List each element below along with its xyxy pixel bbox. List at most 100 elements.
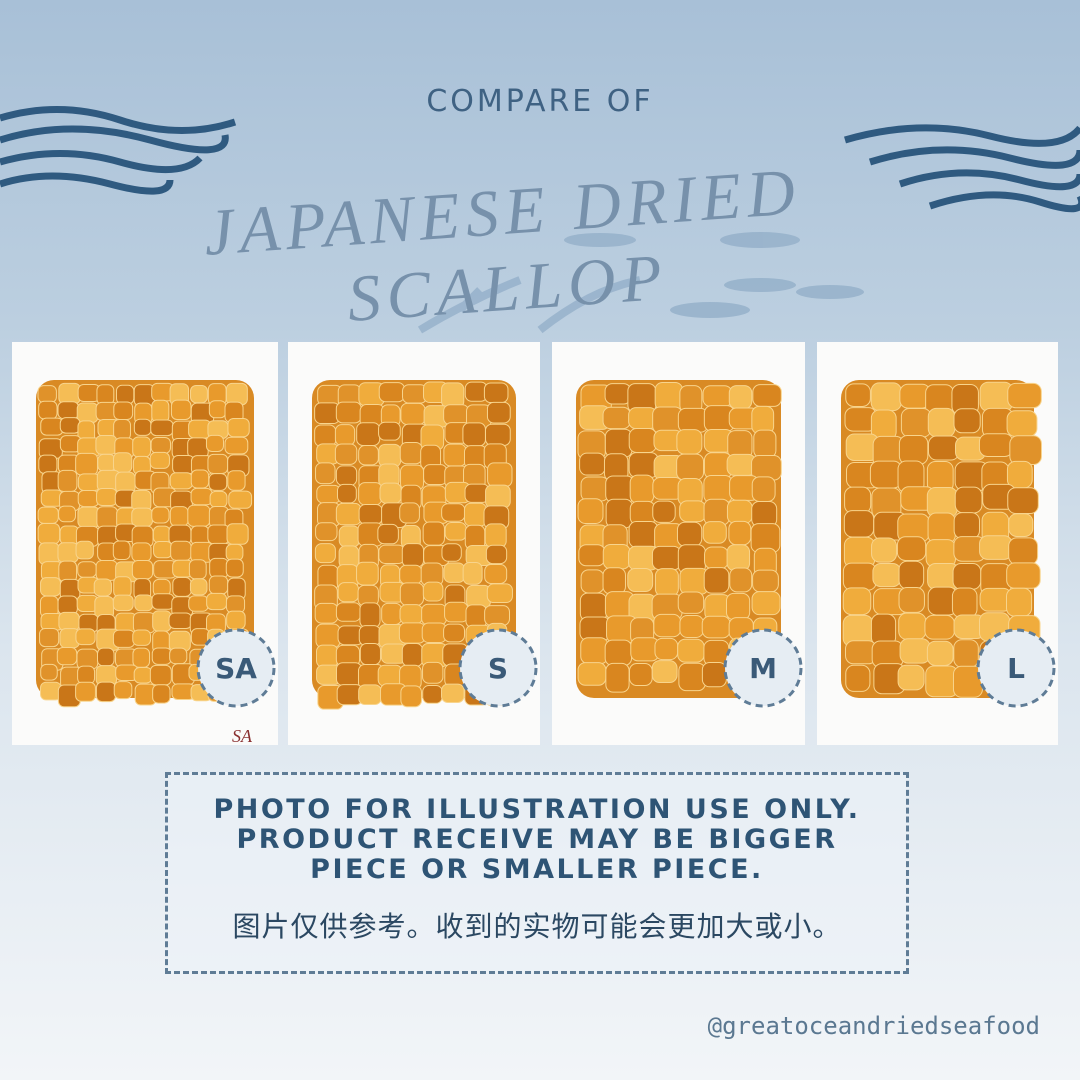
scallop	[484, 523, 507, 548]
scallop	[844, 486, 872, 514]
scallop	[314, 424, 337, 447]
scallop	[444, 522, 467, 541]
scallop	[679, 615, 704, 638]
scallop	[487, 462, 513, 488]
scallop	[676, 429, 703, 455]
scallop	[925, 665, 959, 698]
scallop	[169, 472, 194, 490]
scallop	[151, 506, 170, 524]
scallop	[465, 604, 487, 628]
product-photo: S	[288, 342, 540, 745]
scallop	[398, 622, 426, 644]
scallop	[602, 543, 631, 570]
scallop	[652, 406, 683, 434]
scallop	[356, 561, 379, 586]
scallop	[422, 581, 444, 602]
scallop	[168, 612, 193, 629]
scallop	[578, 544, 606, 567]
scallop	[602, 406, 631, 430]
scallop	[315, 623, 341, 649]
scallop	[677, 591, 705, 614]
scallop	[381, 602, 403, 625]
scallop	[441, 543, 462, 562]
scallop	[57, 595, 78, 615]
scallop	[726, 499, 753, 524]
scallop	[871, 537, 897, 563]
scallop	[58, 382, 81, 405]
scallop	[703, 567, 730, 594]
scallop	[898, 434, 929, 465]
scallop	[169, 506, 189, 527]
scallop	[485, 484, 511, 509]
scallop	[152, 525, 171, 544]
scallop	[336, 483, 357, 504]
scallop	[378, 382, 405, 403]
scallop	[95, 559, 118, 581]
scallop	[580, 637, 609, 665]
scallop	[422, 685, 443, 704]
scallop	[751, 476, 776, 503]
scallop	[751, 591, 781, 616]
scallop	[188, 595, 209, 612]
scallop	[869, 460, 903, 489]
scallop	[842, 587, 872, 616]
scallop	[58, 505, 76, 523]
scallop	[115, 384, 135, 405]
scallop	[75, 681, 96, 702]
scallop	[927, 512, 956, 544]
scallop	[486, 583, 513, 604]
scallop	[422, 661, 444, 684]
scallop	[112, 594, 134, 612]
scallop	[378, 544, 406, 564]
scallop	[484, 605, 510, 626]
notice-chinese: 图片仅供参考。收到的实物可能会更加大或小。	[232, 910, 842, 943]
scallop	[314, 602, 339, 624]
scallop	[208, 575, 229, 595]
scallop	[113, 681, 133, 700]
scallop	[1006, 460, 1033, 489]
scallop	[149, 451, 170, 469]
scallop	[377, 523, 399, 545]
scallop	[441, 503, 466, 522]
scallop	[484, 423, 511, 446]
scallop	[628, 662, 653, 687]
scallop	[359, 602, 381, 629]
scallop	[577, 498, 604, 524]
scallop	[924, 614, 955, 640]
scallop	[399, 604, 423, 625]
scallop	[131, 560, 154, 580]
scallop	[925, 539, 956, 568]
scallop	[96, 487, 118, 507]
scallop	[954, 486, 983, 514]
scallop	[209, 490, 228, 508]
scallop	[316, 644, 339, 668]
scallop	[170, 399, 192, 420]
scallop	[845, 664, 871, 692]
scallop	[112, 452, 133, 473]
scallop	[335, 401, 362, 424]
scallop	[678, 662, 706, 692]
scallop	[898, 560, 925, 590]
scallop	[315, 462, 336, 485]
scallop	[77, 665, 96, 685]
scallop	[358, 503, 383, 525]
scallop	[654, 381, 684, 411]
scallop	[75, 452, 98, 476]
scallop	[77, 473, 101, 492]
scallop	[190, 469, 210, 489]
scallop	[704, 546, 729, 570]
scallop	[701, 615, 731, 639]
scallop	[753, 429, 777, 459]
scallop	[1007, 382, 1042, 409]
scallop	[75, 540, 94, 560]
scallop	[843, 510, 875, 538]
scallop	[1006, 562, 1041, 589]
scallop	[224, 436, 249, 455]
scallop	[225, 595, 246, 614]
scallop	[751, 500, 778, 528]
scallop	[151, 399, 170, 423]
scallop	[152, 684, 171, 704]
scallop	[752, 569, 779, 593]
scallop	[400, 685, 422, 708]
